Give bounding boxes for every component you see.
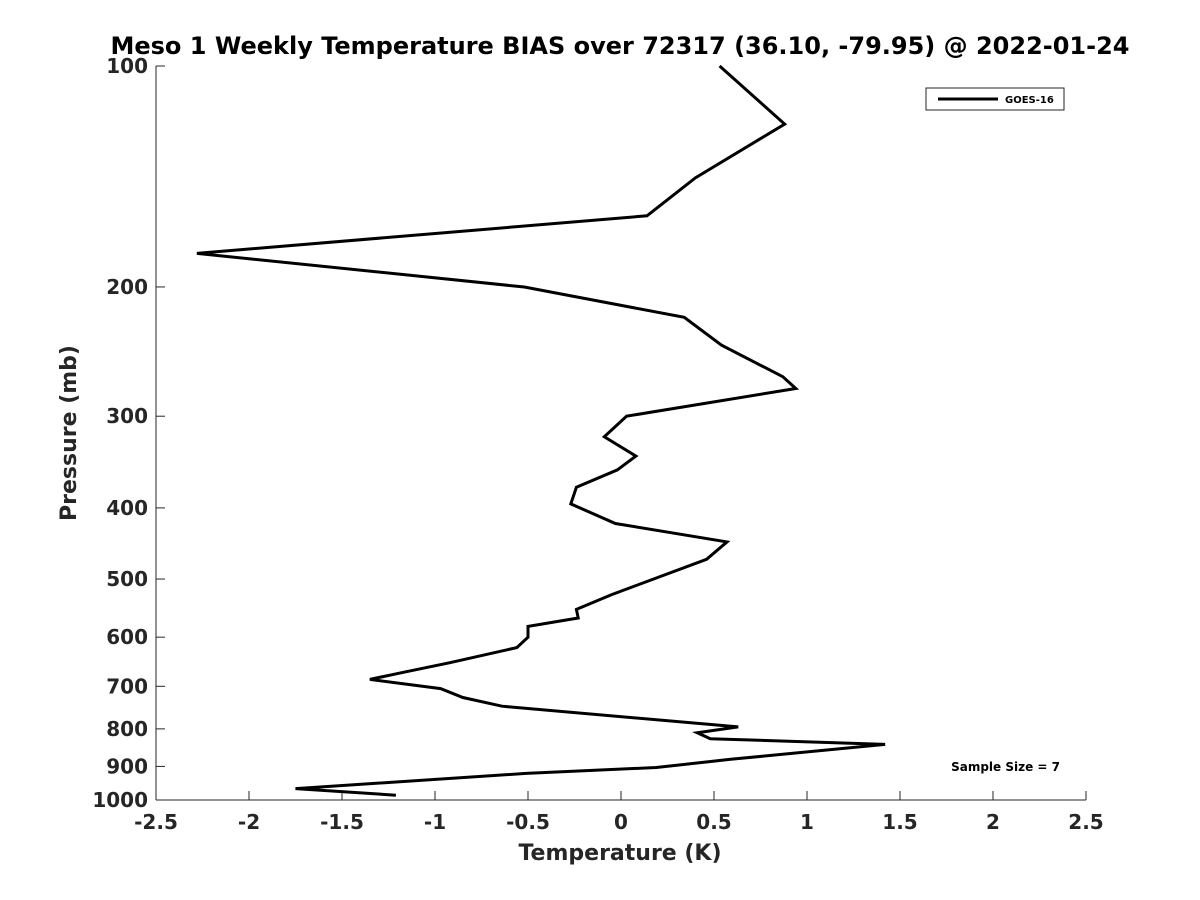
x-tick-label: 2 bbox=[986, 810, 1000, 834]
x-tick-label: 0 bbox=[614, 810, 628, 834]
x-tick-label: 1.5 bbox=[882, 810, 917, 834]
y-tick-label: 700 bbox=[106, 674, 148, 698]
chart-title: Meso 1 Weekly Temperature BIAS over 7231… bbox=[110, 32, 1129, 60]
x-tick-label: -0.5 bbox=[506, 810, 550, 834]
sample-size-annotation: Sample Size = 7 bbox=[951, 760, 1060, 774]
y-tick-label: 800 bbox=[106, 717, 148, 741]
x-tick-label: -1.5 bbox=[320, 810, 364, 834]
y-tick-label: 100 bbox=[106, 54, 148, 78]
x-tick-label: -2.5 bbox=[134, 810, 178, 834]
series-layer bbox=[196, 64, 886, 797]
y-tick-label: 200 bbox=[106, 275, 148, 299]
x-tick-label: -2 bbox=[238, 810, 260, 834]
y-tick-label: 900 bbox=[106, 754, 148, 778]
y-tick-label: 1000 bbox=[92, 788, 148, 812]
y-axis-label: Pressure (mb) bbox=[57, 345, 82, 521]
axes: -2.5 -2 -1.5 -1 -0.5 0 0.5 1 1.5 2 2.5 100 200 300 400… bbox=[92, 54, 1103, 834]
x-tick-label: 1 bbox=[800, 810, 814, 834]
y-tick-label: 400 bbox=[106, 496, 148, 520]
x-tick-label: 0.5 bbox=[696, 810, 731, 834]
y-tick-label: 300 bbox=[106, 404, 148, 428]
legend-label: GOES-16 bbox=[1005, 95, 1054, 106]
y-tick-label: 500 bbox=[106, 567, 148, 591]
x-tick-label: -1 bbox=[424, 810, 446, 834]
legend: GOES-16 bbox=[925, 87, 1065, 111]
series-line-goes-16 bbox=[196, 64, 886, 797]
x-axis-label: Temperature (K) bbox=[518, 841, 721, 866]
x-tick-label: 2.5 bbox=[1068, 810, 1103, 834]
y-tick-label: 600 bbox=[106, 625, 148, 649]
